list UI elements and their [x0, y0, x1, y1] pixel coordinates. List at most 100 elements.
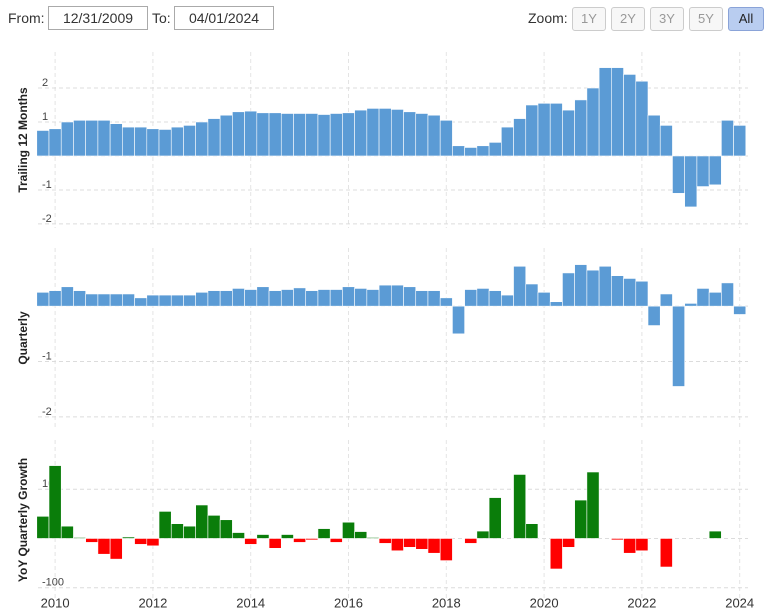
bar	[134, 538, 148, 545]
bar	[672, 155, 685, 194]
zoom-button[interactable]: All	[728, 7, 764, 31]
bar	[36, 130, 50, 157]
bar	[623, 278, 637, 307]
bar	[708, 530, 722, 539]
bar	[635, 538, 649, 552]
bar	[513, 265, 527, 307]
bar	[476, 530, 490, 539]
bar	[280, 113, 294, 157]
bar	[513, 118, 527, 157]
bar	[85, 119, 99, 157]
y-tick-label: 2	[42, 77, 48, 89]
bar	[549, 103, 563, 157]
bar	[659, 293, 673, 307]
bar	[659, 538, 673, 568]
bar	[684, 155, 698, 208]
bar	[342, 112, 355, 157]
bar	[122, 536, 135, 539]
y-axis-label: Quarterly	[16, 311, 30, 365]
bar	[280, 289, 294, 307]
bar	[488, 290, 502, 307]
bar	[305, 113, 319, 157]
bar	[635, 80, 649, 157]
bar	[562, 109, 575, 157]
zoom-label: Zoom:	[528, 10, 568, 26]
bar	[647, 305, 661, 326]
from-input[interactable]: 12/31/2009	[48, 6, 148, 30]
zoom-button[interactable]: 3Y	[650, 7, 684, 31]
bar	[537, 292, 551, 307]
bar	[48, 128, 62, 157]
bar	[611, 538, 624, 541]
bar	[60, 121, 74, 157]
bar	[109, 293, 123, 307]
to-input[interactable]: 04/01/2024	[174, 6, 274, 30]
bar	[501, 126, 514, 157]
x-tick-label: 2014	[236, 595, 265, 610]
bar	[317, 289, 331, 307]
bar	[170, 126, 184, 157]
bar	[635, 280, 649, 307]
to-label: To:	[152, 10, 171, 26]
y-tick-label: -2	[42, 406, 52, 418]
bar	[219, 519, 233, 539]
bar	[403, 111, 417, 157]
bar	[232, 111, 245, 157]
bar	[97, 293, 111, 307]
bar	[439, 297, 453, 307]
bar	[256, 112, 270, 157]
bar	[134, 297, 148, 307]
bar	[183, 125, 196, 157]
bar	[574, 264, 588, 307]
bar	[672, 305, 685, 387]
bar	[219, 290, 233, 307]
bar	[329, 289, 343, 307]
bar	[268, 290, 282, 307]
y-axis-label: YoY Quarterly Growth	[16, 458, 30, 582]
bar	[293, 287, 307, 307]
bar	[525, 283, 539, 307]
bar	[158, 294, 172, 307]
bar	[501, 294, 514, 307]
bar	[195, 504, 209, 539]
bar	[342, 521, 355, 539]
bar	[611, 275, 624, 307]
x-tick-label: 2010	[41, 595, 70, 610]
bar	[562, 538, 575, 548]
zoom-button[interactable]: 2Y	[611, 7, 645, 31]
bar	[574, 99, 588, 157]
bar	[134, 126, 148, 157]
bar	[329, 113, 343, 157]
bar	[427, 290, 441, 307]
bar	[85, 538, 99, 543]
bar	[293, 113, 307, 157]
bar	[721, 119, 734, 157]
bar	[305, 538, 319, 541]
bar	[244, 110, 258, 157]
bar	[439, 538, 453, 561]
x-tick-label: 2012	[138, 595, 167, 610]
bar	[146, 294, 160, 307]
y-tick-label: -100	[42, 577, 64, 589]
bar	[366, 108, 380, 157]
zoom-button[interactable]: 5Y	[689, 7, 723, 31]
bar	[244, 538, 258, 545]
bar	[354, 288, 368, 307]
from-label: From:	[8, 10, 45, 26]
bar	[598, 265, 612, 307]
y-tick-label: -2	[42, 213, 52, 225]
bar	[97, 119, 111, 157]
bar	[586, 87, 600, 157]
bar	[549, 301, 563, 307]
bar	[721, 282, 734, 307]
y-tick-label: 1	[42, 111, 48, 123]
bar	[256, 286, 270, 307]
bar	[427, 538, 441, 554]
bar	[73, 119, 86, 157]
zoom-button[interactable]: 1Y	[572, 7, 606, 31]
bar	[598, 67, 612, 157]
bar	[207, 515, 221, 539]
bar	[439, 119, 453, 157]
bar	[733, 305, 747, 315]
